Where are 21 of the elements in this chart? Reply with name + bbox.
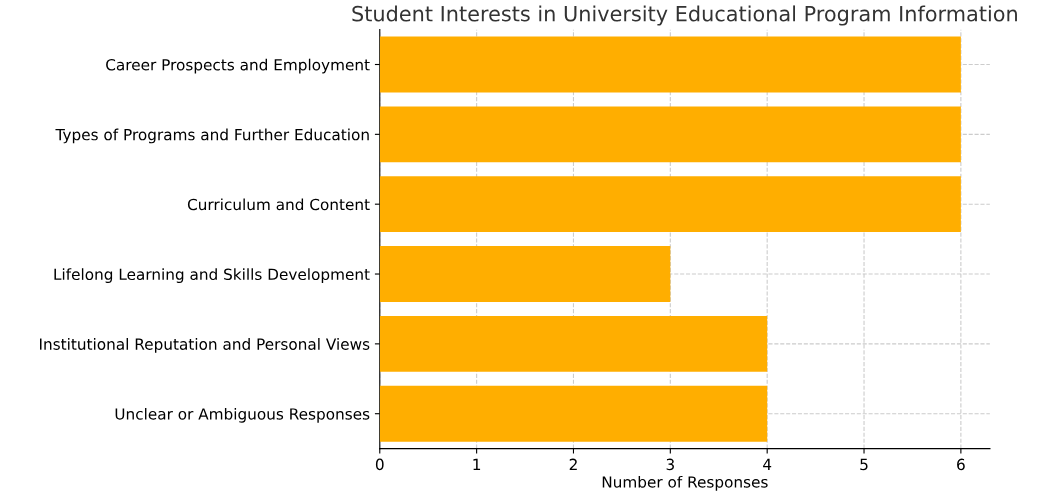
x-tick-label: 1 (473, 458, 481, 470)
x-tick-label: 5 (860, 458, 868, 471)
y-tick-label: Types of Programs and Further Education (55, 128, 369, 144)
y-tick-label: Lifelong Learning and Skills Development (54, 268, 370, 284)
bar (379, 36, 961, 93)
bar (379, 106, 961, 163)
x-tick-label: 0 (375, 458, 384, 471)
bar (379, 315, 768, 372)
chart-title: Student Interests in University Educational Program Information (352, 5, 1017, 26)
bar (379, 246, 671, 302)
x-axis-title: Number of Responses (602, 475, 768, 491)
bar (379, 385, 768, 442)
x-tick-label: 4 (763, 458, 772, 470)
x-tick-label: 2 (569, 458, 577, 470)
y-tick-label: Institutional Reputation and Personal Views (39, 338, 370, 353)
y-tick-label: Curriculum and Content (187, 198, 370, 211)
x-tick-label: 6 (957, 458, 965, 471)
x-tick-label: 3 (666, 458, 674, 471)
bar (379, 176, 961, 233)
y-tick-label: Career Prospects and Employment (106, 58, 370, 74)
y-tick-label: Unclear or Ambiguous Responses (115, 407, 370, 423)
